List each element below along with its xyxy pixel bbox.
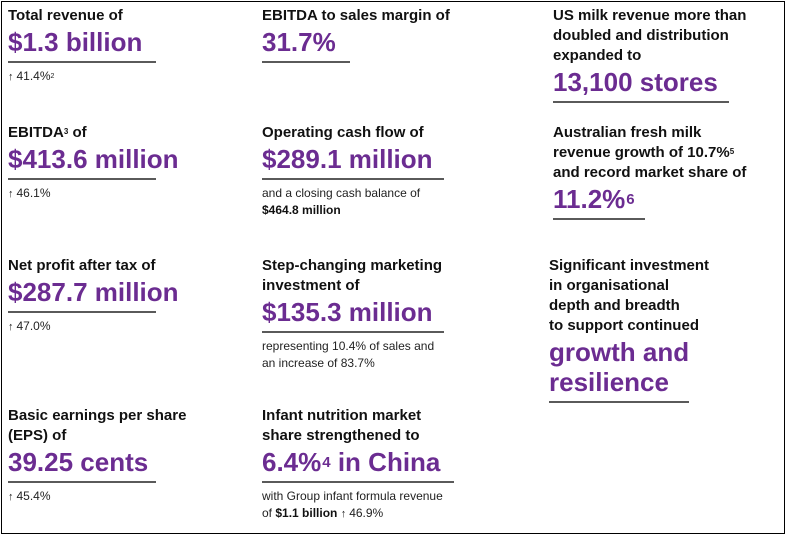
investment-value-line1: growth and [549,337,690,367]
marketing-value: $135.3 million [262,297,433,327]
divider [262,61,350,63]
infant-label-line2: share strengthened to [262,427,420,444]
ebitda-value: $413.6 million [8,144,179,174]
divider [8,481,156,483]
us-milk-label-line2: doubled and distribution [553,27,729,44]
up-arrow-icon: ↑ [8,321,14,333]
divider [549,401,689,403]
ebitda-margin-value: 31.7% [262,27,336,57]
divider [262,481,454,483]
operating-cash-flow-value: $289.1 million [262,144,433,174]
infant-label-line1: Infant nutrition market [262,407,422,424]
infant-value: 6.4%4 in China [262,447,441,477]
cash-balance-note: and a closing cash balance of $464.8 mil… [262,186,421,217]
divider [8,311,156,313]
ebitda-label: EBITDA3 of [8,124,87,141]
significant-investment-block: Significant investment in organisational… [549,256,709,403]
us-milk-value: 13,100 stores [553,67,718,97]
up-arrow-icon: ↑ [8,71,14,83]
australian-milk-block: Australian fresh milk revenue growth of … [553,123,746,220]
total-revenue-label: Total revenue of [8,7,123,24]
marketing-label-line2: investment of [262,277,360,294]
total-revenue-value: $1.3 billion [8,27,143,57]
ebitda-block: EBITDA3 of $413.6 million ↑ 46.1% [8,123,179,203]
infant-nutrition-block: Infant nutrition market share strengthen… [262,406,454,523]
eps-label-line1: Basic earnings per share [8,407,187,424]
investment-label-line2: in organisational [549,277,670,294]
eps-block: Basic earnings per share (EPS) of 39.25 … [8,406,186,506]
net-profit-growth: ↑ 47.0% [8,319,51,333]
eps-value: 39.25 cents [8,447,149,477]
infant-note: with Group infant formula revenue of $1.… [262,489,443,520]
divider [8,178,156,180]
marketing-note: representing 10.4% of sales and an incre… [262,339,435,370]
up-arrow-icon: ↑ [8,491,14,503]
marketing-label-line1: Step-changing marketing [262,257,443,274]
ebitda-growth: ↑ 46.1% [8,186,51,200]
investment-value-line2: resilience [549,367,669,397]
divider [262,178,444,180]
australia-value: 11.2%6 [553,184,635,214]
ebitda-margin-block: EBITDA to sales margin of 31.7% [262,6,450,63]
us-milk-block: US milk revenue more than doubled and di… [553,6,746,103]
eps-label-line2: (EPS) of [8,427,67,444]
divider [553,218,645,220]
marketing-investment-block: Step-changing marketing investment of $1… [262,256,444,372]
australia-label-line3: and record market share of [553,164,747,181]
australia-label-line1: Australian fresh milk [553,124,702,141]
investment-label-line3: depth and breadth [549,297,680,314]
up-arrow-icon: ↑ [340,508,347,520]
operating-cash-flow-label: Operating cash flow of [262,124,424,141]
divider [8,61,156,63]
operating-cash-flow-block: Operating cash flow of $289.1 million an… [262,123,444,219]
divider [553,101,729,103]
up-arrow-icon: ↑ [8,188,14,200]
ebitda-margin-label: EBITDA to sales margin of [262,7,450,24]
eps-growth: ↑ 45.4% [8,489,51,503]
total-revenue-block: Total revenue of $1.3 billion ↑ 41.4%2 [8,6,156,86]
total-revenue-growth: ↑ 41.4%2 [8,69,55,83]
net-profit-label: Net profit after tax of [8,257,156,274]
australia-label-line2: revenue growth of 10.7%5 [553,144,735,161]
investment-label-line4: to support continued [549,317,699,334]
us-milk-label-line3: expanded to [553,47,642,64]
net-profit-value: $287.7 million [8,277,179,307]
investment-label-line1: Significant investment [549,257,710,274]
net-profit-block: Net profit after tax of $287.7 million ↑… [8,256,179,336]
divider [262,331,444,333]
us-milk-label-line1: US milk revenue more than [553,7,747,24]
